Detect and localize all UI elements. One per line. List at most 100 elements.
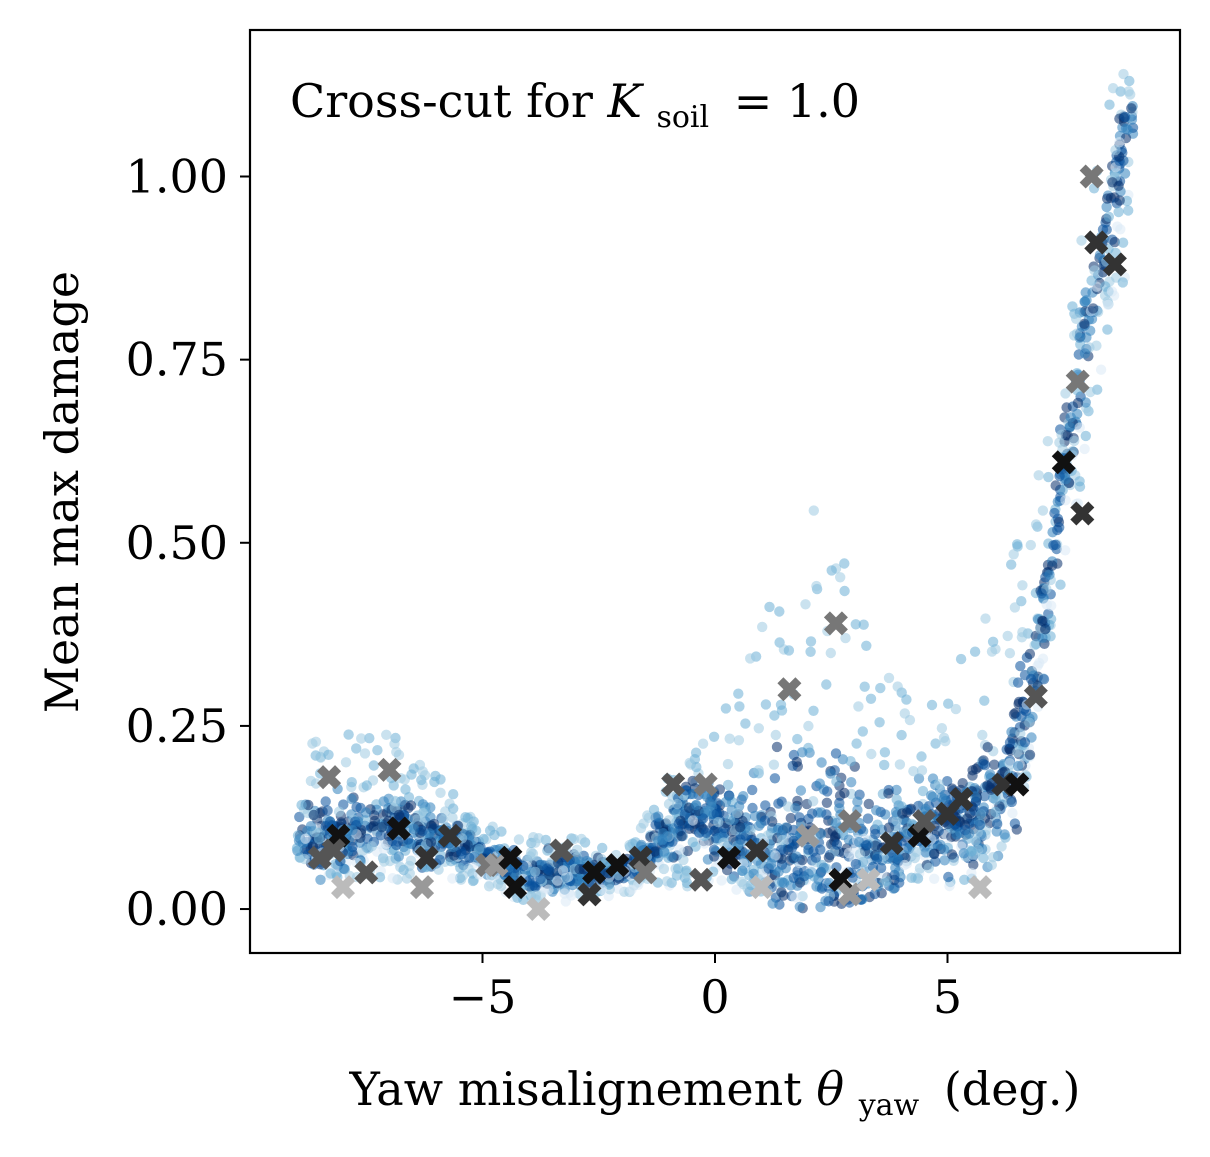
scatter-point (1107, 83, 1119, 94)
scatter-point (294, 811, 305, 823)
x-marker-stroke (837, 809, 862, 834)
scatter-point (718, 837, 729, 848)
scatter-point (448, 789, 459, 800)
scatter-point (813, 874, 824, 885)
scatter-point (376, 822, 388, 833)
y-axis-ticks: 0.00 0.25 0.50 0.75 1.00 (126, 150, 250, 936)
scatter-point (861, 840, 872, 851)
scatter-point (649, 846, 661, 857)
scatter-point (978, 758, 989, 770)
x-marker-stroke (693, 772, 718, 797)
scatter-point (435, 774, 446, 785)
x-marker-stroke (330, 875, 356, 900)
scatter-point (865, 693, 877, 704)
scatter-point (653, 835, 664, 846)
scatter-point (970, 835, 981, 846)
scatter-point (1006, 726, 1017, 738)
scatter-point (1037, 505, 1049, 516)
scatter-point (830, 818, 842, 829)
y-tick-label: 0.75 (126, 333, 228, 387)
scatter-point (797, 747, 808, 758)
scatter-point (747, 784, 758, 796)
scatter-point (840, 632, 851, 644)
x-marker (1070, 501, 1095, 526)
x-marker (879, 831, 904, 856)
scatter-point (823, 852, 835, 863)
scatter-point (764, 601, 775, 613)
scatter-point (697, 738, 709, 749)
scatter-point (464, 852, 475, 863)
x-marker-stroke (912, 809, 937, 834)
scatter-point (821, 809, 832, 820)
scatter-point (899, 708, 910, 719)
scatter-point (999, 829, 1010, 840)
scatter-point (305, 821, 317, 832)
scatter-point (351, 743, 362, 754)
scatter-point (745, 653, 756, 664)
scatter-point (879, 759, 890, 771)
scatter-point (392, 836, 403, 847)
scatter-point (738, 791, 749, 802)
scatter-point (939, 844, 950, 855)
x-marker-stroke (307, 845, 332, 870)
scatter-point (356, 733, 367, 744)
scatter-point (940, 736, 951, 747)
scatter-point (374, 872, 386, 883)
scatter-point (736, 876, 747, 887)
scatter-point (530, 890, 542, 901)
scatter-point (1079, 318, 1090, 329)
scatter-point (483, 881, 495, 892)
scatter-point (708, 731, 720, 742)
x-marker-stroke (498, 845, 523, 870)
scatter-point (340, 757, 352, 768)
scatter-point (408, 823, 420, 835)
scatter-point (944, 880, 955, 892)
scatter-point (1114, 137, 1125, 148)
scatter-point (835, 572, 846, 583)
scatter-point (543, 865, 555, 876)
x-marker (661, 772, 686, 797)
scatter-point (816, 883, 828, 894)
scatter-point (775, 699, 787, 710)
scatter-point (791, 756, 802, 768)
scatter-point (447, 873, 458, 884)
x-marker-stroke (326, 823, 351, 848)
x-marker-stroke (828, 867, 853, 892)
scatter-point (722, 758, 734, 770)
scatter-point (333, 806, 345, 817)
scatter-point (1017, 580, 1028, 591)
scatter-point (307, 738, 318, 749)
scatter-point (853, 701, 864, 712)
scatter-point (967, 770, 978, 781)
x-marker (912, 809, 937, 834)
scatter-point (473, 843, 485, 855)
scatter-point (795, 785, 807, 796)
scatter-point (726, 874, 737, 885)
scatter-point (920, 847, 931, 858)
x-marker (1005, 772, 1030, 797)
scatter-point (805, 646, 816, 657)
scatter-point (1016, 632, 1028, 643)
x-marker-stroke (317, 765, 342, 790)
scatter-point (1107, 177, 1118, 188)
scatter-point (1037, 632, 1048, 643)
scatter-point (839, 585, 850, 597)
scatter-point (803, 720, 814, 732)
x-marker (503, 875, 528, 900)
scatter-point (978, 852, 989, 864)
x-marker-stroke (386, 816, 411, 841)
scatter-point (943, 871, 954, 883)
scatter-point (389, 795, 400, 807)
x-axis-label-unit: (deg.) (944, 1062, 1081, 1116)
scatter-point (560, 896, 571, 907)
x-marker-stroke (879, 831, 904, 856)
scatter-point (1076, 235, 1087, 246)
scatter-point (724, 733, 735, 744)
scatter-point (1086, 275, 1097, 286)
x-marker (414, 845, 439, 870)
x-marker (837, 882, 862, 907)
scatter-point (1025, 673, 1037, 685)
x-marker (749, 875, 774, 900)
scatter-point (460, 812, 471, 823)
x-marker (823, 611, 848, 636)
